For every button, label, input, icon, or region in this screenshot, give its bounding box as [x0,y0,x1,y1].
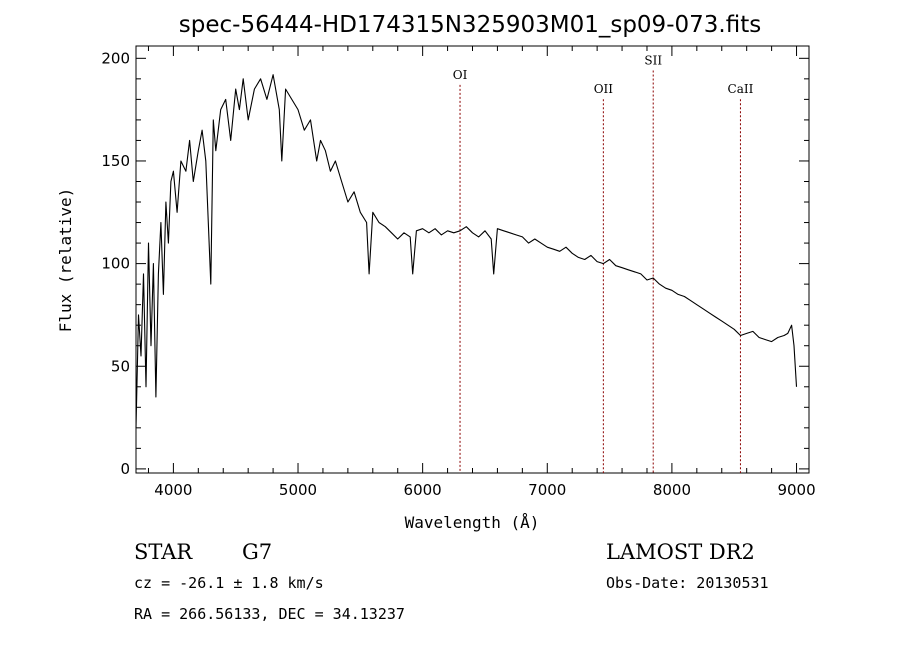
y-tick-label: 0 [120,460,130,478]
line-annotations: OI OII SII CaII [453,53,754,473]
annotation-label: OI [453,68,468,82]
obs-date: Obs-Date: 20130531 [606,574,769,592]
x-axis: 4000 5000 6000 7000 8000 9000 [147,46,816,499]
survey-name: LAMOST DR2 [606,540,755,564]
y-axis: 0 50 100 150 200 [101,49,809,478]
x-tick-label: 8000 [653,481,691,499]
y-tick-label: 200 [101,49,130,67]
spectrum-series [135,74,798,428]
coordinates-text: RA = 266.56133, DEC = 34.13237 [134,605,405,623]
annotation-label: CaII [728,82,754,96]
x-axis-label: Wavelength (Å) [405,513,540,532]
y-tick-label: 150 [101,152,130,170]
object-type: STAR [134,540,193,564]
spectrum-line [135,74,798,428]
x-tick-label: 7000 [528,481,566,499]
chart-title: spec-56444-HD174315N325903M01_sp09-073.f… [179,12,761,38]
x-tick-label: 5000 [279,481,317,499]
object-subclass: G7 [242,540,272,564]
plot-frame [135,45,810,474]
annotation-label: SII [644,53,662,67]
redshift-text: cz = -26.1 ± 1.8 km/s [134,574,324,592]
y-tick-label: 50 [111,357,130,375]
x-tick-label: 6000 [404,481,442,499]
y-tick-label: 100 [101,255,130,273]
annotation-label: OII [594,82,614,96]
x-tick-label: 9000 [777,481,815,499]
x-tick-label: 4000 [154,481,192,499]
y-axis-label: Flux (relative) [56,188,75,333]
